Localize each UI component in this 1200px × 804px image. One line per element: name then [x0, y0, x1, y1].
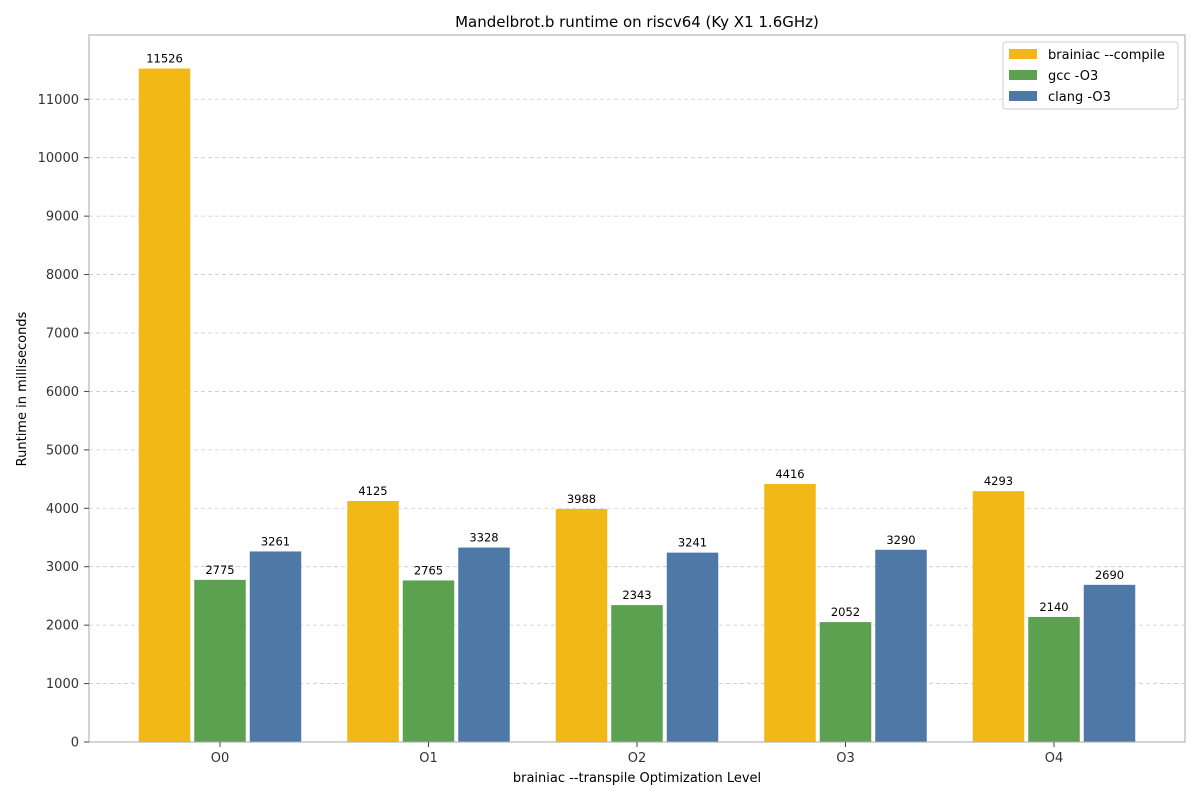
bar-value-label: 3290 — [886, 533, 915, 547]
bar-value-label: 2140 — [1039, 600, 1068, 614]
legend-label: clang -O3 — [1048, 90, 1111, 105]
legend-swatch — [1009, 70, 1037, 80]
chart-title: Mandelbrot.b runtime on riscv64 (Ky X1 1… — [455, 13, 819, 31]
bar-value-label: 4125 — [358, 484, 387, 498]
legend: brainiac --compile gcc -O3 clang -O3 — [1002, 41, 1179, 110]
bar — [249, 551, 302, 742]
bar — [555, 508, 608, 742]
legend-box — [1002, 41, 1179, 110]
x-axis: O0 O1 O2 O3 O4 — [211, 742, 1064, 766]
bar — [1083, 584, 1136, 742]
bar — [347, 500, 399, 742]
x-tick-label: O0 — [211, 751, 230, 766]
y-tick-label: 1000 — [46, 677, 79, 692]
bar-value-label: 3328 — [469, 531, 498, 545]
bar-value-labels: 11526 2775 3261 4125 2765 3328 3988 2343 3241 441… — [146, 52, 1124, 620]
y-tick-label: 5000 — [46, 443, 79, 458]
y-tick-label: 2000 — [46, 619, 79, 634]
bar-value-label: 2775 — [205, 563, 234, 577]
legend-label: gcc -O3 — [1048, 69, 1098, 84]
bar — [1028, 616, 1080, 742]
bar-value-label: 3261 — [261, 534, 290, 548]
x-tick-label: O1 — [419, 751, 438, 766]
bar — [194, 579, 246, 742]
bar-value-label: 4416 — [775, 467, 804, 481]
bar-value-label: 4293 — [984, 474, 1013, 488]
y-tick-label: 3000 — [46, 560, 79, 575]
bar — [875, 549, 927, 742]
y-axis-label: Runtime in milliseconds — [15, 311, 30, 466]
y-tick-label: 10000 — [38, 151, 79, 166]
bar — [764, 483, 816, 742]
bar-value-label: 2343 — [622, 588, 651, 602]
bar — [138, 68, 191, 742]
bar — [611, 605, 663, 742]
y-axis: 0 1000 2000 3000 4000 5000 6000 7000 8000 9000 100… — [38, 93, 89, 751]
bar — [972, 491, 1025, 742]
bar — [458, 547, 510, 742]
x-axis-label: brainiac --transpile Optimization Level — [513, 771, 761, 786]
bar — [666, 552, 719, 742]
y-tick-label: 7000 — [46, 326, 79, 341]
bar — [402, 580, 455, 742]
bar-value-label: 3241 — [678, 536, 707, 550]
y-tick-label: 0 — [71, 736, 79, 751]
x-tick-label: O4 — [1045, 751, 1064, 766]
bar — [819, 622, 872, 742]
legend-swatch — [1009, 49, 1037, 59]
bar-value-label: 3988 — [567, 492, 596, 506]
y-tick-label: 4000 — [46, 502, 79, 517]
y-tick-label: 6000 — [46, 385, 79, 400]
legend-label: brainiac --compile — [1048, 48, 1165, 63]
bar-value-label: 2690 — [1095, 568, 1124, 582]
y-tick-label: 9000 — [46, 210, 79, 225]
bar-value-label: 2765 — [414, 563, 443, 577]
x-tick-label: O3 — [836, 751, 855, 766]
legend-swatch — [1009, 91, 1037, 101]
y-tick-label: 11000 — [38, 93, 79, 108]
y-tick-label: 8000 — [46, 268, 79, 283]
bars — [138, 68, 1136, 742]
bar-value-label: 11526 — [146, 52, 183, 66]
bar-value-label: 2052 — [831, 605, 860, 619]
x-tick-label: O2 — [628, 751, 647, 766]
